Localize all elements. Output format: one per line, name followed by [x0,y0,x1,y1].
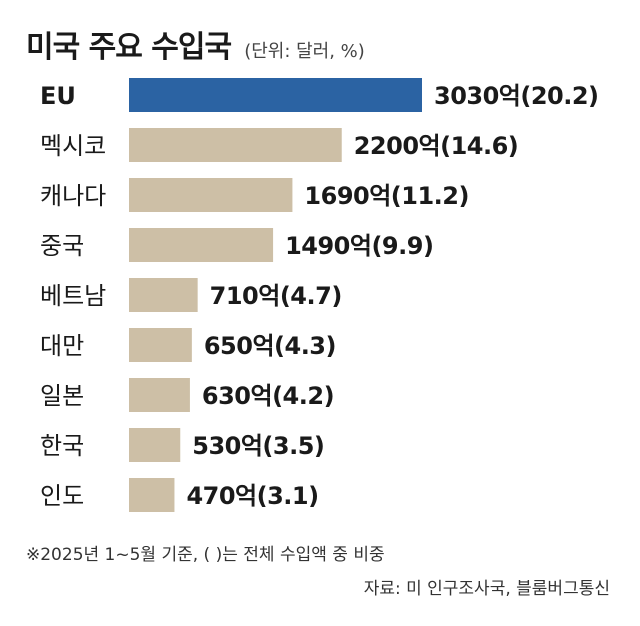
data-label: 3030억(20.2) [434,82,599,110]
bar [129,428,181,462]
category-label: EU [40,82,76,110]
unit-note: (단위: 달러, %) [244,41,365,62]
category-label: 캐나다 [40,182,106,210]
data-label: 2200억(14.6) [354,132,519,160]
category-label: 대만 [40,332,84,360]
data-label: 710억(4.7) [210,282,342,310]
footnote: ※2025년 1~5월 기준, ( )는 전체 수입액 중 비중 [26,545,385,565]
data-label: 650억(4.3) [204,332,336,360]
source-note: 자료: 미 인구조사국, 블룸버그통신 [363,579,610,599]
bar [129,78,422,112]
category-label: 일본 [40,382,84,410]
data-label: 1490억(9.9) [285,232,433,260]
bar [129,278,198,312]
chart-title: 미국 주요 수입국 [26,30,232,65]
category-label: 멕시코 [40,132,106,160]
bar [129,178,293,212]
data-label: 530억(3.5) [192,432,324,460]
bar [129,128,342,162]
chart-title-row: 미국 주요 수입국 (단위: 달러, %) [26,22,365,66]
category-label: 한국 [40,432,84,460]
category-label: 인도 [40,482,84,510]
data-label: 1690억(11.2) [304,182,469,210]
category-label: 베트남 [40,282,106,310]
bar [129,328,192,362]
bar [129,378,190,412]
data-label: 630억(4.2) [202,382,334,410]
data-label: 470억(3.1) [186,482,318,510]
bar-chart: EU 3030억(20.2) 멕시코 2200억(14.6) 캐나다 1690억(11.2… [40,78,599,512]
bar [129,228,274,262]
category-label: 중국 [40,232,84,260]
bar [129,478,175,512]
